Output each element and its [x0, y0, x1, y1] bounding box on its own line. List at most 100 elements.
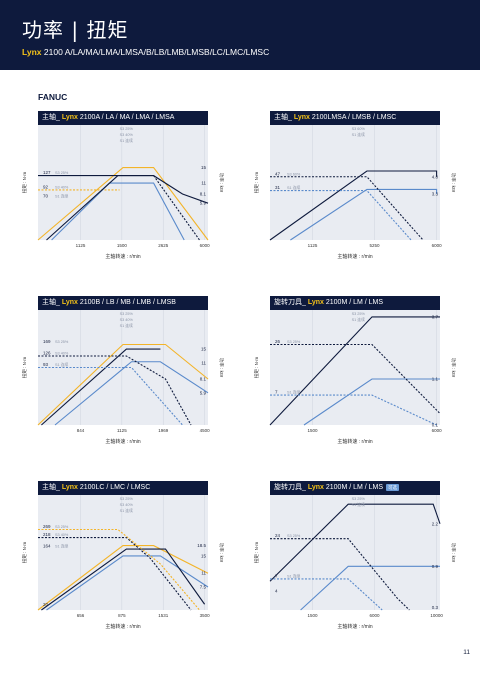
x-tick-label: 844	[77, 428, 85, 433]
chart-model: 2100M / LM / LMS	[323, 484, 384, 491]
series-legend-label: S1 连续	[120, 138, 133, 143]
x-tick-label: 6000	[200, 243, 211, 248]
chart-svg: 844 1125 1969 4500 169 S3 25% 126 S3 40% 93 S1 连续…	[21, 310, 225, 445]
series-line	[38, 366, 183, 426]
x-tick-label: 4500	[200, 428, 211, 433]
torque-series-label: S3 60%	[287, 172, 301, 176]
chart-prefix: 主轴_	[42, 114, 62, 121]
torque-series-label: S3 25%	[55, 340, 69, 344]
chart-brand: Lynx	[61, 114, 78, 121]
series-legend-label: S3 25%	[120, 497, 134, 501]
chart-prefix: 旋转刀具_	[274, 484, 308, 491]
model-brand: Lynx	[22, 47, 42, 57]
series-legend-label: S1 连续	[352, 132, 365, 137]
power-value: 15	[201, 347, 207, 352]
torque-value: 164	[43, 544, 51, 549]
y-axis-label-left: 扭矩 : N·m	[21, 172, 28, 193]
torque-series-label: S1 连续	[287, 573, 300, 578]
page-title: 功率 | 扭矩	[22, 18, 129, 42]
torque-series-label: S3 40%	[55, 185, 69, 189]
torque-value: 92	[43, 184, 49, 189]
x-tick-label: 1125	[76, 243, 86, 248]
model-list: Lynx 2100 A/LA/MA/LMA/LMSA/B/LB/LMB/LMSB…	[22, 47, 269, 57]
x-tick-label: 875	[118, 613, 126, 618]
chart-model: 2100B / LB / MB / LMB / LMSB	[77, 299, 176, 306]
y-axis-label-left: 扭矩 : N·m	[253, 357, 260, 378]
x-tick-label: 10000	[430, 613, 443, 618]
chart-prefix: 主轴_	[42, 299, 62, 306]
page-number: 11	[463, 649, 470, 656]
series-line	[290, 188, 438, 241]
power-value: 7.5	[200, 585, 207, 590]
series-line	[270, 176, 424, 241]
series-line	[37, 166, 209, 241]
power-value: 3.7	[432, 314, 439, 319]
series-legend-label: S1 连续	[352, 502, 365, 507]
chart-title: 主轴_ Lynx 2100LMSA / LMSB / LMSC	[270, 111, 440, 125]
torque-series-label: S1 连续	[55, 362, 68, 367]
y-axis-label-left: 扭矩 : N·m	[253, 542, 260, 563]
series-line	[54, 361, 209, 426]
chart-panel-2: 主轴_ Lynx 2100LMSA / LMSB / LMSC 1125 5250…	[253, 111, 457, 285]
x-tick-label: 5250	[370, 243, 381, 248]
torque-value: 24	[275, 533, 281, 538]
series-line	[270, 343, 441, 414]
chart-title: 旋转刀具_ Lynx 2100M / LM / LMS	[270, 296, 440, 310]
y-axis-label-left: 扭矩 : N·m	[253, 172, 260, 193]
x-tick-label: 1969	[158, 428, 169, 433]
chart-model: 2100LMSA / LMSB / LMSC	[309, 114, 397, 121]
chart-prefix: 主轴_	[42, 484, 62, 491]
chart-brand: Lynx	[61, 299, 78, 306]
x-tick-label: 3500	[200, 613, 211, 618]
power-value: 2.2	[432, 521, 439, 526]
series-legend-label: S3 25%	[120, 312, 134, 316]
torque-value: 4	[275, 588, 278, 593]
series-line	[38, 528, 200, 611]
chart-panel-5: 主轴_ Lynx 2100LC / LMC / LMSC 656 875 1531 3…	[21, 481, 225, 655]
series-line	[269, 503, 441, 582]
series-line	[37, 343, 209, 426]
power-value: 5.9	[200, 390, 207, 395]
series-line	[41, 548, 206, 611]
torque-value: 126	[43, 351, 51, 356]
power-value: 18.5	[197, 543, 206, 548]
y-axis-label-right: 功率 : kW	[450, 173, 457, 193]
series-legend-label: S3 25%	[352, 312, 366, 316]
chart-title: 主轴_ Lynx 2100A / LA / MA / LMA / LMSA	[38, 111, 208, 125]
torque-value: 169	[43, 339, 51, 344]
x-tick-label: 2625	[158, 243, 169, 248]
series-line	[41, 348, 161, 426]
y-axis-label-right: 功率 : kW	[450, 543, 457, 563]
torque-value: 47	[275, 171, 281, 176]
x-tick-label: 1125	[308, 243, 318, 248]
series-legend-label: S3 40%	[120, 318, 134, 322]
series-line	[300, 565, 440, 611]
x-axis-label: 主轴转速 : r/min	[105, 623, 140, 630]
series-legend-label: S1 连续	[352, 317, 365, 322]
plot-area	[270, 495, 440, 610]
chart-brand: Lynx	[293, 114, 310, 121]
power-value: 11	[201, 181, 206, 186]
series-line	[303, 378, 440, 426]
x-tick-label: 656	[77, 613, 85, 618]
torque-value: 127	[43, 170, 51, 175]
section-title: FANUC	[38, 92, 68, 102]
x-axis-label: 主轴转速 : r/min	[105, 438, 140, 445]
series-line	[270, 394, 437, 426]
series-line	[46, 555, 209, 611]
series-legend-label: S1 连续	[120, 508, 133, 513]
chart-title: 主轴_ Lynx 2100B / LB / MB / LMB / LMSB	[38, 296, 208, 310]
torque-series-label: S1 连续	[287, 185, 300, 190]
power-value: 0.9	[432, 564, 439, 569]
plot-area	[38, 495, 208, 610]
power-value: 4.8	[432, 174, 439, 179]
x-tick-label: 6000	[370, 613, 381, 618]
torque-series-label: S3 25%	[55, 171, 69, 175]
torque-series-label: S3 25%	[55, 525, 69, 529]
x-tick-label: 1500	[117, 243, 128, 248]
torque-value: 31	[275, 185, 281, 190]
chart-model: 2100LC / LMC / LMSC	[77, 484, 151, 491]
series-line	[270, 538, 410, 611]
optional-badge: 可选	[386, 483, 400, 491]
chart-panel-4: 旋转刀具_ Lynx 2100M / LM / LMS 1500 6000 26 S3…	[253, 296, 457, 470]
